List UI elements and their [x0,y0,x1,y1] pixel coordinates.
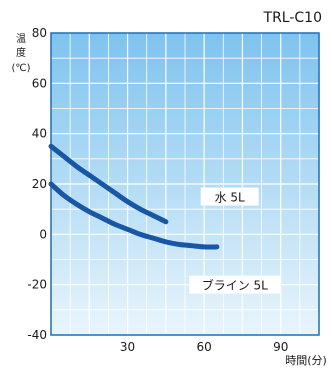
series-line-2 [48,181,220,250]
series-label-text: 水 5L [215,191,245,205]
x-tick-label: 30 [120,340,135,354]
x-tick-label: 60 [197,340,212,354]
series-label-box [189,275,281,294]
x-tick-label: 90 [273,340,288,354]
y-axis-label-char-2: 度 [16,46,26,59]
y-tick-label: -40 [27,328,47,342]
y-tick-label: 80 [32,26,47,40]
y-axis-label-char-1: 温 [16,33,26,45]
y-tick-label: -20 [27,278,47,292]
y-tick-label: 60 [32,76,47,90]
series-label-text: ブライン 5L [202,278,268,293]
series-layer [48,143,220,250]
y-tick-label: 0 [39,227,47,241]
y-axis-unit-label: (℃) [11,63,30,74]
tick-labels: 80 60 40 20 0 -20 -40 30 60 90 [27,26,288,354]
y-tick-label: 40 [32,127,47,141]
series-label-2: ブライン 5L [189,275,281,294]
y-tick-label: 20 [32,177,47,191]
x-axis-label: 時間(分) [285,354,327,367]
series-line-1 [48,143,169,225]
series-label-1: 水 5L [200,187,259,206]
series-labels: 水 5L ブライン 5L [189,187,281,294]
chart-title: TRL-C10 [263,10,322,26]
series-label-box [200,187,259,206]
